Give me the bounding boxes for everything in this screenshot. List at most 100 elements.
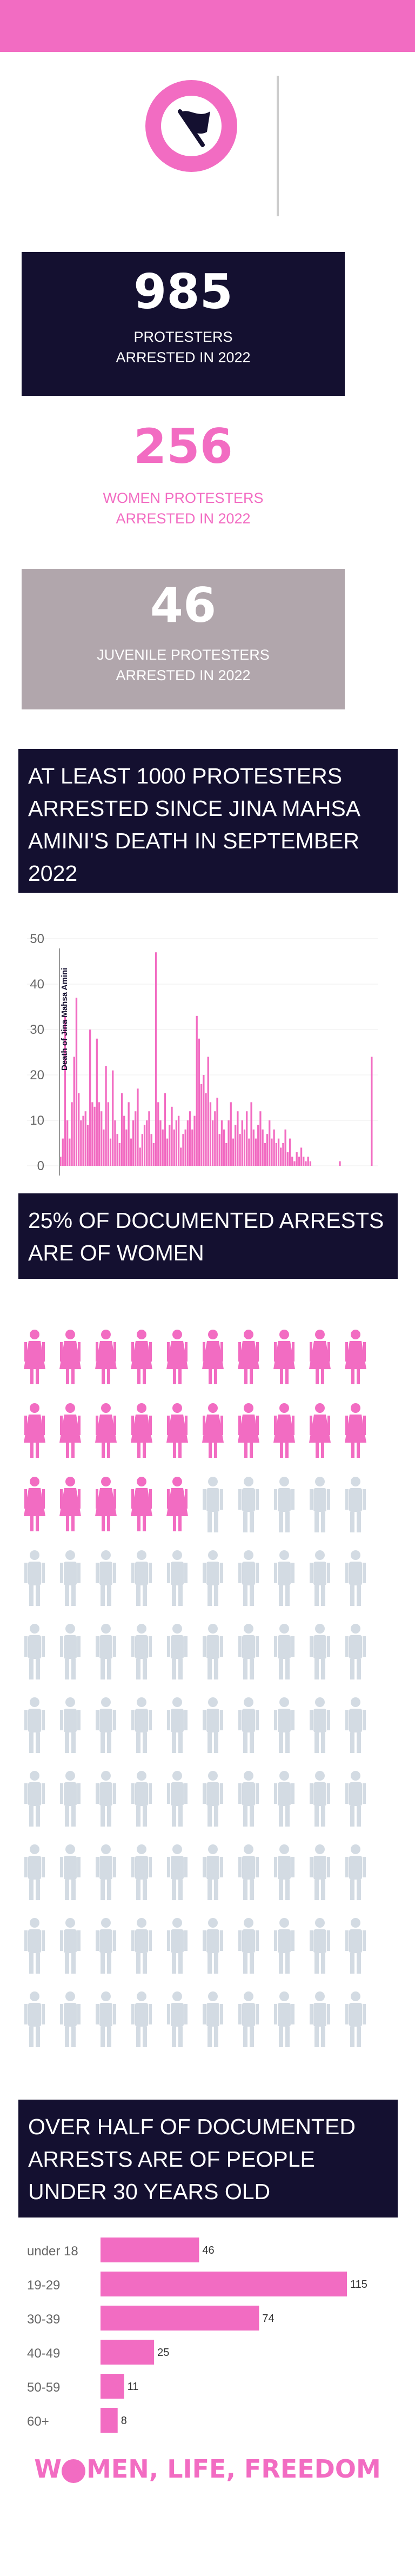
man-figure-icon — [238, 1991, 259, 2047]
bar — [205, 1093, 207, 1166]
y-grid — [27, 938, 378, 1166]
man-figure-icon — [345, 1477, 366, 1532]
x-tick-labels: Oct 22 Nov 22 Dec 22 Jan 23 — [78, 1177, 383, 1179]
bar — [139, 1147, 141, 1166]
man-figure-icon — [203, 1697, 223, 1753]
bar — [230, 1102, 232, 1166]
woman-figure-icon — [273, 1403, 295, 1458]
category-label: under 18 — [27, 2244, 78, 2259]
bar — [103, 1129, 105, 1166]
bar — [143, 1125, 146, 1166]
bar — [198, 1038, 200, 1166]
bar — [114, 1120, 116, 1166]
man-figure-icon — [310, 1918, 330, 1974]
bar — [216, 1098, 218, 1166]
woman-figure-icon — [345, 1330, 366, 1384]
woman-figure-icon — [59, 1403, 81, 1458]
bar — [89, 1030, 91, 1166]
bar — [298, 1157, 300, 1166]
x-tick-label: Dec 22 — [255, 1177, 296, 1179]
x-tick-label: Jan 23 — [344, 1177, 383, 1179]
category-label: 19-29 — [27, 2278, 60, 2293]
man-figure-icon — [274, 1844, 294, 1900]
bar — [257, 1125, 259, 1166]
category-label: 50-59 — [27, 2380, 60, 2395]
man-figure-icon — [24, 1697, 45, 1753]
y-tick-label: 50 — [30, 932, 44, 946]
x-tick-label: Nov 22 — [168, 1177, 209, 1179]
bar — [128, 1102, 130, 1166]
data-label: 25 — [157, 2347, 169, 2359]
stat-value: 46 — [150, 577, 217, 633]
bar — [250, 1102, 252, 1166]
bar — [262, 1129, 264, 1166]
man-figure-icon — [238, 1918, 259, 1974]
man-figure-icon — [345, 1991, 366, 2047]
stat-protesters: 985 PROTESTERS ARRESTED IN 2022 — [22, 252, 345, 396]
women-header: 25% OF DOCUMENTED ARRESTS ARE OF WOMEN — [18, 1193, 398, 1279]
man-figure-icon — [238, 1477, 259, 1532]
bar — [300, 1147, 303, 1166]
man-figure-icon — [203, 1991, 223, 2047]
man-figure-icon — [24, 1550, 45, 1606]
man-figure-icon — [167, 1844, 188, 1900]
man-figure-icon — [60, 1991, 81, 2047]
bar — [305, 1161, 307, 1166]
bar — [101, 2272, 347, 2296]
bar — [246, 1111, 248, 1166]
woman-figure-icon — [131, 1330, 152, 1384]
man-figure-icon — [60, 1697, 81, 1753]
man-figure-icon — [345, 1624, 366, 1679]
y-tick-label: 20 — [30, 1068, 44, 1083]
age-header: OVER HALF OF DOCUMENTED ARRESTS ARE OF P… — [18, 2100, 398, 2218]
bar — [241, 1120, 243, 1166]
woman-figure-icon — [238, 1403, 259, 1458]
woman-figure-icon — [238, 1330, 259, 1384]
man-figure-icon — [60, 1844, 81, 1900]
bar — [243, 1129, 246, 1166]
bar — [186, 1120, 189, 1166]
man-figure-icon — [345, 1550, 366, 1606]
bar — [101, 2340, 155, 2365]
bar — [166, 1138, 169, 1166]
bar — [182, 1134, 184, 1166]
stat-value: 256 — [133, 419, 233, 474]
woman-figure-icon — [309, 1403, 331, 1458]
woman-figure-icon — [166, 1330, 188, 1384]
bar — [293, 1161, 296, 1166]
man-figure-icon — [96, 1991, 116, 2047]
woman-figure-icon — [309, 1330, 331, 1384]
man-figure-icon — [96, 1844, 116, 1900]
stat-women: 256 WOMEN PROTESTERS ARRESTED IN 2022 — [22, 411, 345, 555]
man-figure-icon — [274, 1918, 294, 1974]
man-figure-icon — [274, 1624, 294, 1679]
bar — [71, 1102, 73, 1166]
bar — [101, 2408, 118, 2433]
bar — [171, 1106, 173, 1166]
bar — [59, 1157, 62, 1166]
man-figure-icon — [131, 1550, 152, 1606]
bar — [101, 2306, 259, 2331]
bar — [173, 1129, 175, 1166]
man-figure-icon — [24, 1624, 45, 1679]
man-figure-icon — [345, 1771, 366, 1827]
bar — [211, 1120, 214, 1166]
man-figure-icon — [345, 1697, 366, 1753]
bar — [207, 1057, 209, 1166]
man-figure-icon — [345, 1918, 366, 1974]
bar — [175, 1120, 178, 1166]
man-figure-icon — [131, 1991, 152, 2047]
man-figure-icon — [24, 1771, 45, 1827]
bar — [266, 1134, 269, 1166]
bar — [223, 1129, 225, 1166]
bar — [291, 1157, 293, 1166]
bar — [109, 1138, 112, 1166]
man-figure-icon — [310, 1477, 330, 1532]
man-figure-icon — [310, 1771, 330, 1827]
bar — [162, 1129, 164, 1166]
man-figure-icon — [238, 1697, 259, 1753]
bar — [227, 1120, 230, 1166]
logo — [145, 80, 237, 172]
bar — [157, 1102, 159, 1166]
bar — [135, 1111, 137, 1166]
